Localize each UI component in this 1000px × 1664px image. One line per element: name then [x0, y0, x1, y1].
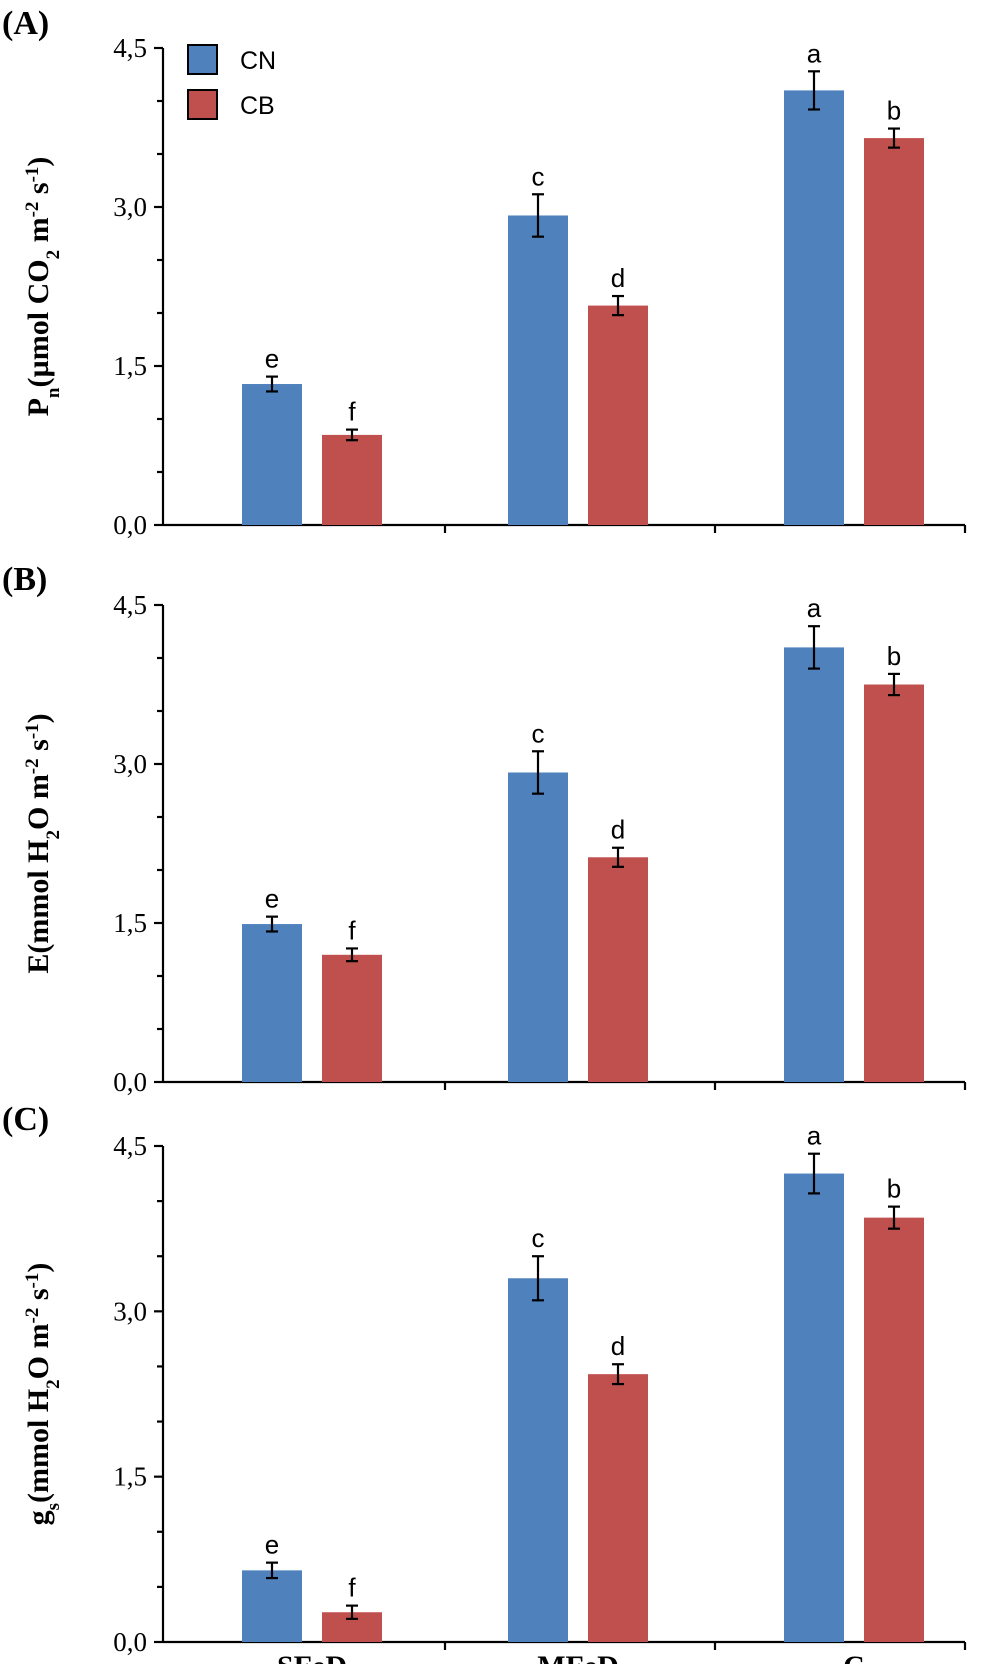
y-tick-label: 1,5 [113, 1462, 147, 1492]
significance-letter: f [348, 915, 356, 945]
x-category-label: C [843, 1650, 865, 1664]
legend-swatch-cb [187, 89, 218, 120]
bar-cn-c [784, 647, 844, 1082]
bar-cn-sfed [242, 924, 302, 1082]
y-tick-label: 3,0 [113, 1296, 147, 1326]
bar-cn-mfed [508, 215, 568, 526]
y-tick-label: 0,0 [113, 1067, 147, 1097]
panel-label: (C) [2, 1101, 49, 1138]
chart-panel-3: (C) 0,0 1,5 3,0 4,5 gs(mmol H2O m-2 s-1) e c a f d… [2, 1101, 967, 1664]
chart-panel-2: (B) 0,0 1,5 3,0 4,5 E(mmol H2O m-2 s-1) e c a f d b [2, 561, 967, 1097]
legend-label: CN [240, 47, 276, 75]
bar-cb-sfed [322, 954, 382, 1082]
y-tick-label: 0,0 [113, 510, 147, 540]
y-axis-label: gs(mmol H2O m-2 s-1) [22, 1263, 64, 1526]
bar-cb-c [864, 684, 924, 1082]
y-tick-label: 4,5 [113, 33, 147, 63]
significance-letter: d [611, 263, 625, 293]
significance-letter: a [807, 593, 822, 623]
bar-cb-mfed [588, 305, 648, 525]
significance-letter: e [265, 884, 279, 914]
significance-letter: f [348, 397, 356, 427]
significance-letter: b [887, 641, 901, 671]
y-axis-label: E(mmol H2O m-2 s-1) [22, 713, 64, 973]
bar-cb-mfed [588, 857, 648, 1082]
significance-letter: a [807, 38, 822, 68]
significance-letter: d [611, 1331, 625, 1361]
y-tick-label: 4,5 [113, 1131, 147, 1161]
bar-cb-c [864, 1217, 924, 1642]
significance-letter: d [611, 815, 625, 845]
significance-letter: c [532, 161, 545, 191]
bar-cb-c [864, 138, 924, 525]
significance-letter: b [887, 1174, 901, 1204]
bar-cn-c [784, 90, 844, 526]
bar-cn-mfed [508, 1278, 568, 1642]
legend-swatch-cn [187, 44, 218, 75]
legend: CN CB [187, 44, 276, 120]
significance-letter: f [348, 1573, 356, 1603]
bar-cn-mfed [508, 772, 568, 1082]
y-tick-label: 4,5 [113, 590, 147, 620]
significance-letter: b [887, 96, 901, 126]
significance-letter: a [807, 1121, 822, 1151]
panel-label: (A) [2, 5, 49, 42]
significance-letter: c [532, 1223, 545, 1253]
y-tick-label: 3,0 [113, 749, 147, 779]
bar-cn-sfed [242, 384, 302, 525]
y-tick-label: 1,5 [113, 351, 147, 381]
y-tick-label: 1,5 [113, 908, 147, 938]
bar-cn-c [784, 1173, 844, 1642]
y-tick-label: 3,0 [113, 192, 147, 222]
legend-label: CB [240, 92, 275, 120]
significance-letter: c [532, 718, 545, 748]
x-category-label: SFeD [277, 1650, 347, 1664]
significance-letter: e [265, 1530, 279, 1560]
bar-cn-sfed [242, 1570, 302, 1642]
y-axis-label: Pn(µmol CO2 m-2 s-1) [22, 157, 64, 417]
significance-letter: e [265, 344, 279, 374]
bar-cb-mfed [588, 1374, 648, 1642]
x-category-label: MFeD [537, 1650, 619, 1664]
bar-cb-sfed [322, 434, 382, 525]
y-tick-label: 0,0 [113, 1627, 147, 1657]
panel-label: (B) [2, 561, 47, 598]
chart-panel-1: (A) 0,0 1,5 3,0 4,5 Pn(µmol CO2 m-2 s-1) e c a f d… [2, 5, 967, 540]
